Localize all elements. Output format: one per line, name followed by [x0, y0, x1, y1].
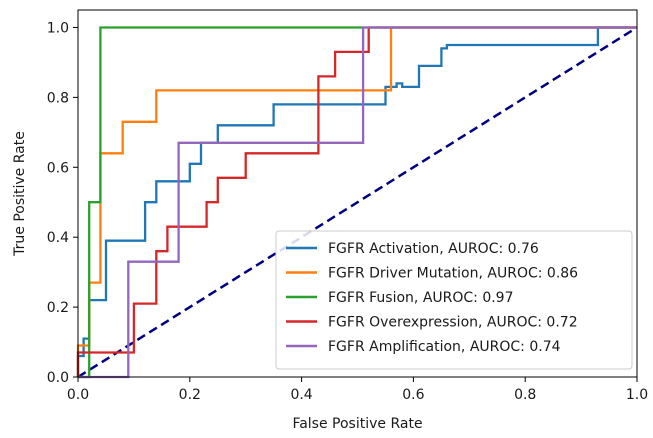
x-tick-label: 0.2	[179, 387, 201, 403]
y-axis-title: True Positive Rate	[12, 131, 28, 257]
x-tick-label: 0.8	[514, 387, 536, 403]
x-tick-label: 0.4	[290, 387, 312, 403]
y-tick-label: 0.8	[47, 90, 69, 106]
x-tick-label: 0.0	[67, 387, 89, 403]
x-tick-label: 1.0	[626, 387, 648, 403]
legend-label-1: FGFR Activation, AUROC: 0.76	[328, 241, 539, 257]
plot-frame	[77, 9, 638, 378]
y-tick-label: 0.2	[47, 300, 69, 316]
legend-label-2: FGFR Driver Mutation, AUROC: 0.86	[328, 266, 578, 282]
y-tick-label: 0.6	[47, 160, 69, 176]
legend-label-3: FGFR Fusion, AUROC: 0.97	[328, 290, 514, 306]
plot-lines	[76, 26, 638, 379]
y-tick-label: 1.0	[47, 20, 69, 36]
legend-box	[275, 230, 633, 370]
roc-series-line-1	[76, 26, 637, 377]
y-tick-label: 0.0	[47, 370, 69, 386]
roc-series-line-5	[78, 26, 637, 379]
legend-label-4: FGFR Overexpression, AUROC: 0.72	[328, 315, 578, 331]
x-axis-title: False Positive Rate	[292, 416, 422, 432]
legend-label-5: FGFR Amplification, AUROC: 0.74	[328, 339, 561, 355]
y-axis-ticks: 0.0 0.2 0.4 0.6 0.8 1.0	[47, 20, 78, 386]
chance-diagonal-line	[77, 26, 638, 379]
legend: FGFR Activation, AUROC: 0.76 FGFR Driver …	[275, 230, 633, 370]
x-axis-ticks: 0.0 0.2 0.4 0.6 0.8 1.0	[67, 377, 648, 403]
x-tick-label: 0.6	[402, 387, 424, 403]
roc-series-line-4	[76, 26, 637, 377]
y-tick-label: 0.4	[47, 230, 69, 246]
